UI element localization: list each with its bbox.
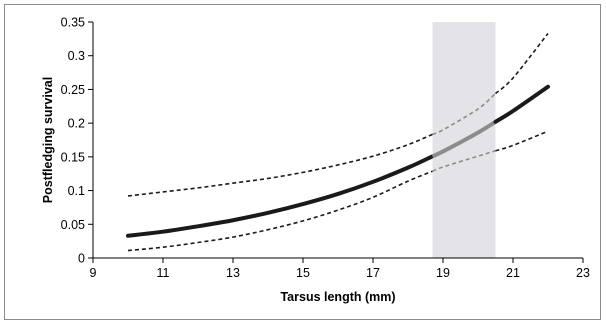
- upper-ci-line: [432, 92, 497, 136]
- y-axis-title: Postfledging survival: [41, 77, 55, 203]
- y-tick-label: 0.25: [61, 83, 85, 97]
- upper-ci-line: [494, 32, 549, 95]
- x-ticks: 9 11 13 15 17 19 21 23: [90, 258, 590, 280]
- lower-ci-line: [495, 130, 549, 152]
- y-tick-label: 0: [78, 252, 85, 266]
- x-tick-label: 13: [226, 266, 240, 280]
- x-tick-label: 23: [576, 266, 590, 280]
- y-tick-label: 0.15: [61, 150, 85, 164]
- lower-ci-line: [432, 150, 496, 172]
- lower-ci-line: [127, 170, 433, 252]
- series-lines: [126, 32, 550, 252]
- x-tick-label: 19: [436, 266, 450, 280]
- y-ticks: 0 0.05 0.1 0.15 0.2 0.25 0.3 0.35: [61, 16, 93, 266]
- y-tick-label: 0.35: [61, 16, 85, 30]
- y-tick-label: 0.3: [68, 49, 85, 63]
- upper-ci-line: [127, 133, 433, 197]
- x-tick-label: 11: [157, 266, 170, 280]
- y-tick-label: 0.05: [61, 218, 85, 232]
- estimate-line-in-band: [431, 120, 497, 159]
- x-tick-label: 9: [90, 266, 97, 280]
- x-axis-title: Tarsus length (mm): [280, 290, 395, 304]
- y-tick-label: 0.1: [68, 184, 85, 198]
- x-tick-label: 15: [296, 266, 310, 280]
- chart-frame: [4, 4, 601, 320]
- estimate-line: [126, 154, 435, 238]
- x-tick-label: 21: [506, 266, 520, 280]
- y-tick-label: 0.2: [68, 117, 85, 131]
- estimate-line: [493, 84, 550, 124]
- x-tick-label: 17: [366, 266, 380, 280]
